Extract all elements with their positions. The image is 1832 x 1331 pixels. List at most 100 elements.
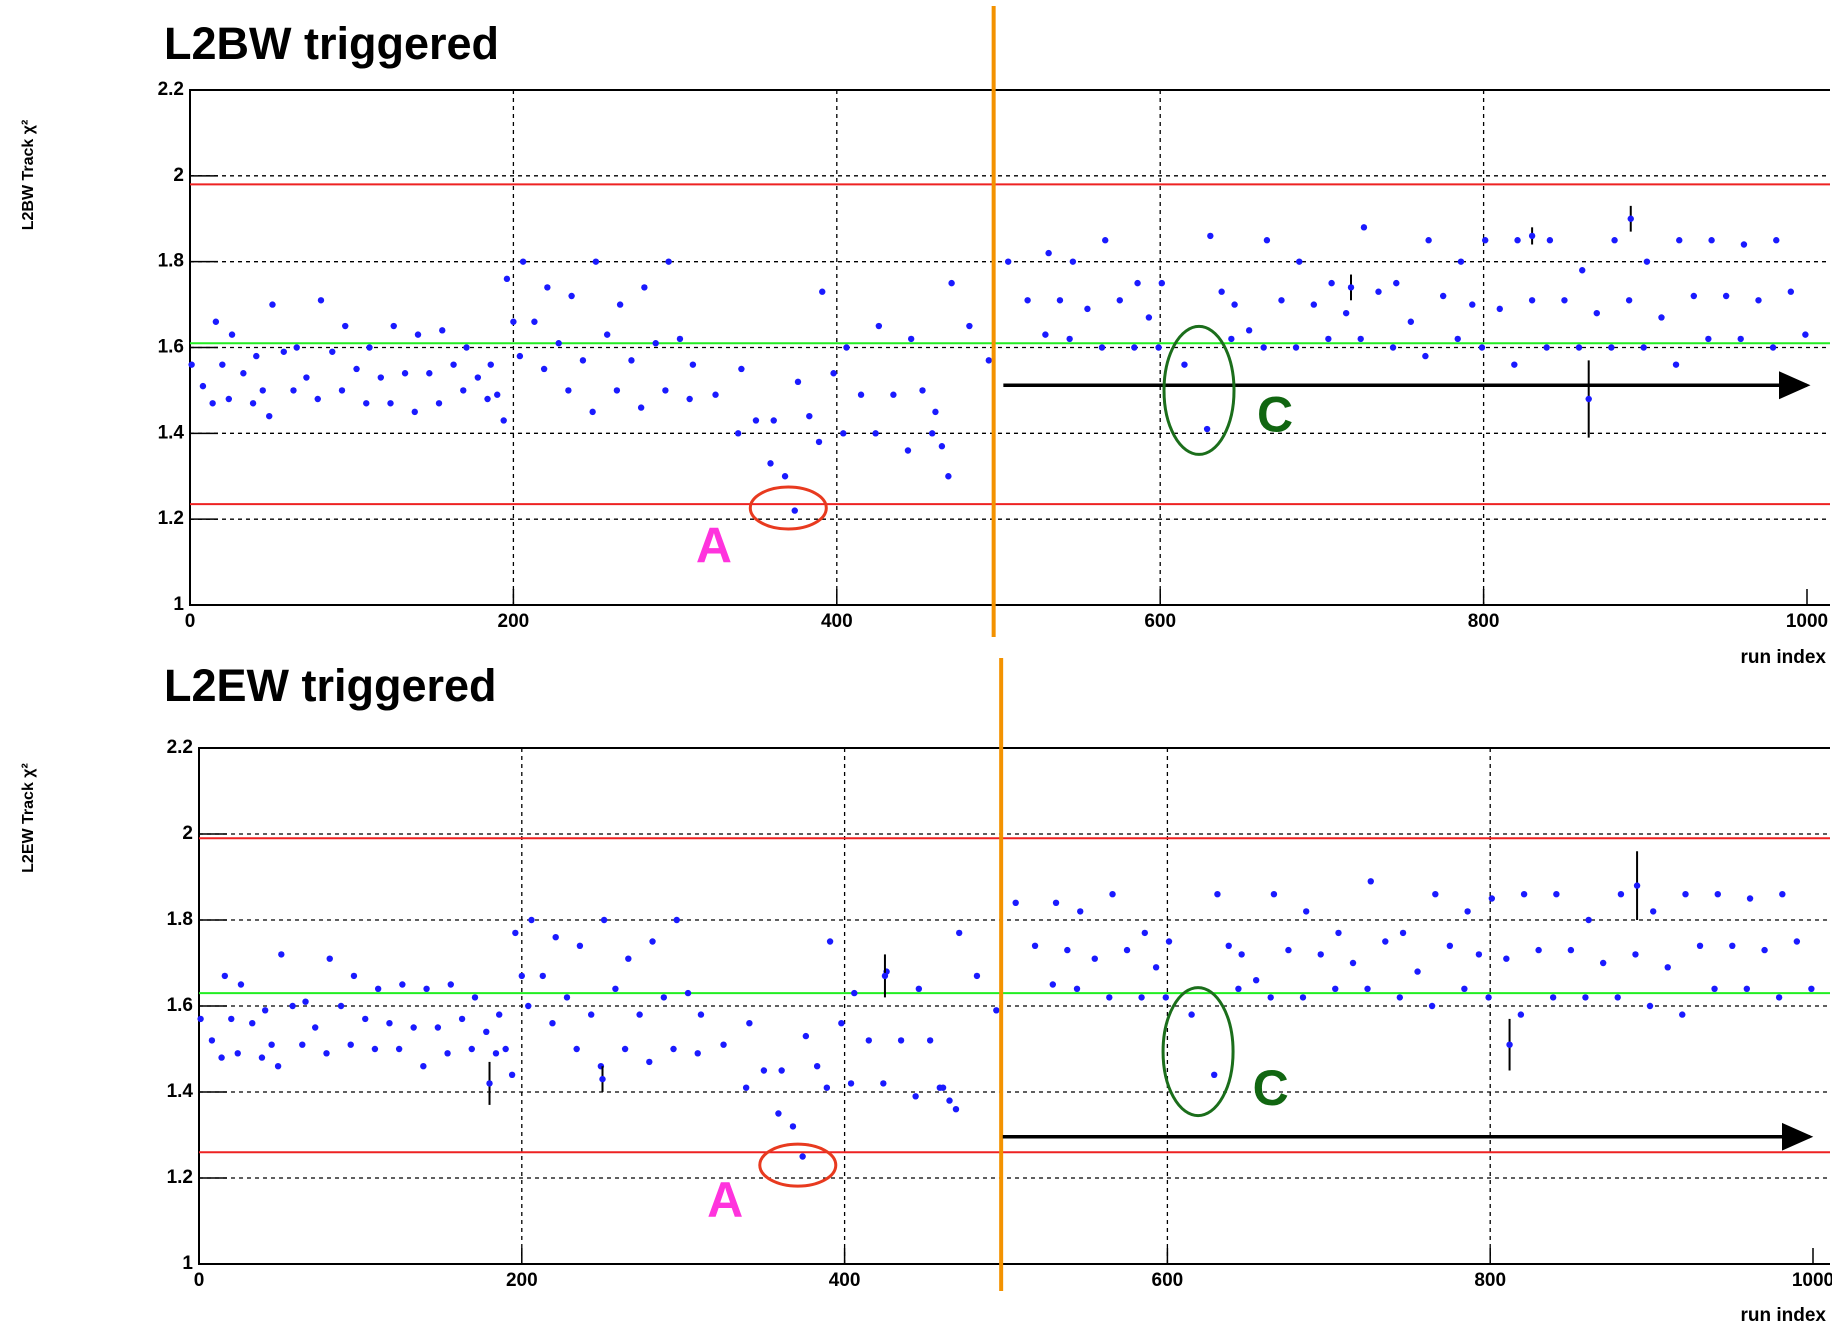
data-point: [228, 1015, 235, 1023]
data-point: [830, 370, 837, 377]
data-point: [366, 344, 373, 351]
data-point: [1528, 232, 1536, 240]
data-point: [502, 1045, 509, 1053]
panel-title: L2EW triggered: [164, 660, 497, 711]
data-point: [1214, 891, 1221, 898]
data-point: [280, 348, 287, 355]
data-point: [847, 1080, 855, 1087]
data-point: [347, 1041, 354, 1048]
data-point: [237, 981, 245, 988]
data-point: [1679, 1011, 1686, 1018]
y-tick-label: 1: [182, 1253, 193, 1274]
data-point: [1238, 951, 1245, 958]
data-point: [444, 1050, 451, 1057]
plot-frame: [198, 747, 1830, 1265]
data-point: [290, 387, 297, 394]
data-point: [450, 361, 457, 368]
data-point: [1165, 938, 1173, 945]
data-point: [503, 275, 511, 283]
data-point: [1328, 279, 1335, 287]
data-point: [865, 1037, 873, 1044]
data-point: [1549, 994, 1557, 1001]
data-point: [188, 361, 195, 368]
data-point: [199, 382, 207, 390]
data-point: [1582, 994, 1589, 1001]
data-point: [939, 1084, 947, 1091]
data-point: [314, 395, 321, 403]
data-point: [278, 951, 285, 958]
x-tick-label: 0: [185, 611, 196, 632]
x-tick-label: 200: [498, 611, 530, 632]
annotation: A: [696, 517, 732, 573]
data-point: [1134, 279, 1141, 287]
data-point: [474, 374, 482, 381]
x-tick-label: 800: [1468, 611, 1500, 632]
data-point: [552, 934, 559, 941]
y-tick-label: 1.2: [167, 1167, 193, 1188]
data-point: [390, 322, 397, 330]
data-point: [435, 400, 443, 407]
data-point: [1682, 891, 1689, 898]
data-point: [697, 1011, 705, 1018]
data-point: [228, 331, 236, 338]
data-point: [1658, 314, 1665, 321]
data-point: [662, 387, 669, 394]
data-point: [1245, 327, 1253, 334]
data-point: [289, 1002, 296, 1010]
data-point: [1428, 1002, 1436, 1010]
data-point: [1696, 942, 1704, 949]
data-point: [1042, 331, 1049, 338]
data-point: [952, 1106, 960, 1113]
data-point: [938, 443, 946, 450]
y-tick-label: 1.6: [158, 337, 184, 358]
data-point: [1643, 258, 1651, 265]
data-point: [1364, 985, 1371, 992]
data-point: [1235, 985, 1242, 992]
data-point: [1485, 994, 1492, 1001]
data-point: [806, 412, 813, 420]
data-point: [660, 994, 668, 1001]
data-point: [350, 972, 358, 980]
data-point: [1633, 882, 1641, 889]
y-tick-label: 1.8: [158, 251, 184, 272]
data-point: [1285, 946, 1292, 954]
data-point: [1303, 908, 1310, 915]
data-point: [1755, 297, 1762, 304]
data-point: [1627, 215, 1634, 222]
data-point: [684, 989, 692, 997]
data-point: [1375, 288, 1382, 295]
data-point: [838, 1020, 845, 1027]
data-point: [337, 1002, 345, 1010]
data-point: [1672, 361, 1680, 368]
data-point: [371, 1045, 379, 1053]
y-axis-label: L2EW Track χ²: [20, 763, 37, 873]
data-point: [386, 1020, 393, 1027]
data-point: [1593, 309, 1600, 317]
data-point: [1708, 237, 1715, 244]
data-point: [1743, 985, 1751, 992]
data-point: [1737, 335, 1744, 343]
y-tick-label: 2: [182, 823, 193, 844]
data-point: [1567, 946, 1575, 954]
data-point: [752, 417, 760, 424]
data-point: [919, 387, 926, 394]
data-point: [1414, 968, 1421, 975]
data-point: [1520, 891, 1528, 898]
data-point: [1546, 237, 1554, 244]
data-point: [652, 340, 659, 347]
data-point: [1722, 292, 1730, 300]
highlight-ellipse: [1161, 986, 1235, 1118]
data-point: [641, 284, 648, 291]
data-point: [500, 417, 507, 424]
data-point: [362, 1015, 369, 1023]
data-point: [993, 1007, 1000, 1014]
data-point: [249, 1020, 256, 1027]
data-point: [904, 447, 912, 454]
y-tick-label: 2.2: [158, 79, 184, 100]
data-point: [926, 1037, 934, 1044]
data-point: [1561, 297, 1568, 304]
data-point: [555, 340, 562, 347]
x-tick-label: 600: [1152, 1270, 1184, 1291]
y-tick-label: 1: [173, 594, 184, 615]
data-point: [1203, 425, 1211, 433]
